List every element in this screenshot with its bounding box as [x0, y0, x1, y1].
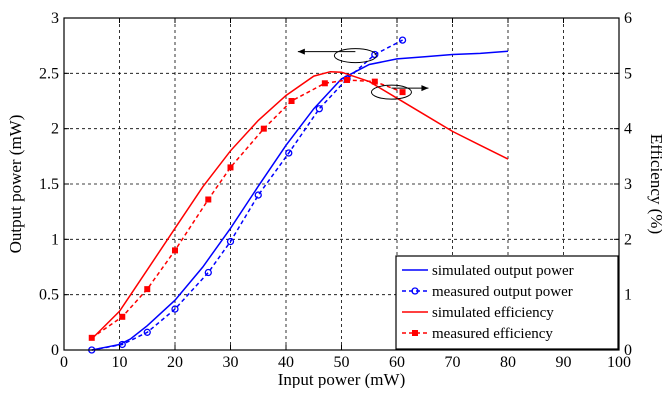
y-left-tick-label: 1 — [51, 231, 59, 248]
x-tick-label: 70 — [445, 354, 461, 371]
legend-label: measured efficiency — [432, 326, 553, 342]
data-point-square — [227, 164, 234, 171]
x-tick-label: 30 — [223, 354, 239, 371]
legend-item: simulated efficiency — [402, 305, 554, 321]
series-2 — [91, 70, 509, 340]
y-left-tick-label: 2 — [51, 121, 59, 138]
x-axis-title: Input power (mW) — [278, 370, 405, 388]
data-point-square — [144, 286, 151, 293]
series-layer — [88, 36, 509, 354]
data-point-circle — [285, 149, 293, 157]
y-right-tick-label: 1 — [624, 287, 632, 304]
y-right-tick-label: 4 — [624, 121, 632, 138]
data-point-circle — [204, 268, 212, 277]
grid-lines — [64, 18, 619, 350]
y-right-tick-label: 5 — [624, 65, 632, 82]
data-point-square — [344, 76, 351, 83]
x-tick-label: 60 — [389, 354, 405, 371]
left-arrowhead-icon — [297, 48, 305, 55]
tick-labels: 0 10 20 30 40 50 60 70 80 90 10000.511.522.5301234… — [39, 10, 632, 371]
right-arrowhead-icon — [421, 85, 429, 92]
y-left-tick-label: 2.5 — [39, 65, 59, 82]
y-axis-right-title: Efficiency (%) — [647, 134, 662, 234]
data-point-circle — [226, 237, 235, 246]
series-0 — [91, 50, 509, 351]
x-tick-label: 40 — [278, 354, 294, 371]
series-line — [91, 70, 509, 340]
legend-item: measured output power — [402, 284, 573, 300]
data-point-circle — [171, 305, 179, 313]
data-point-circle — [371, 50, 379, 59]
output-power-ellipse — [333, 48, 377, 64]
series-line — [91, 79, 403, 339]
series-1 — [88, 36, 407, 354]
legend-item: measured efficiency — [402, 326, 553, 342]
data-point-square — [88, 334, 95, 341]
x-tick-label: 100 — [607, 354, 631, 371]
y-right-tick-label: 0 — [624, 342, 632, 359]
legend: simulated output power measured output po… — [395, 255, 619, 350]
x-tick-label: 10 — [112, 354, 128, 371]
data-point-square — [119, 313, 126, 320]
data-point-square — [399, 89, 406, 96]
legend-label: simulated output power — [432, 263, 574, 279]
series-line — [91, 50, 509, 351]
data-point-circle — [315, 105, 323, 113]
data-point-circle — [254, 191, 262, 199]
y-left-tick-label: 0 — [51, 342, 59, 359]
legend-marker — [412, 330, 418, 336]
legend-marker — [411, 287, 419, 295]
y-axis-left-title: Output power (mW) — [6, 115, 25, 254]
y-right-tick-label: 3 — [624, 176, 632, 193]
data-point-square — [288, 98, 295, 104]
legend-box — [395, 255, 619, 350]
y-right-tick-label: 6 — [624, 10, 632, 27]
x-tick-label: 0 — [60, 354, 68, 371]
y-left-tick-label: 1.5 — [39, 176, 59, 193]
y-left-tick-label: 0.5 — [39, 287, 59, 304]
y-right-tick-label: 2 — [624, 231, 632, 248]
x-tick-label: 90 — [556, 354, 572, 371]
x-tick-label: 20 — [167, 354, 183, 371]
data-point-circle — [143, 328, 151, 336]
series-3 — [88, 76, 406, 341]
legend-item: simulated output power — [402, 263, 574, 279]
data-point-circle — [398, 36, 407, 44]
data-point-square — [321, 80, 328, 87]
y-left-tick-label: 3 — [51, 10, 59, 27]
data-point-circle — [118, 340, 126, 349]
efficiency-ellipse — [370, 84, 412, 100]
data-point-square — [260, 125, 267, 132]
x-tick-label: 50 — [334, 354, 350, 371]
legend-label: simulated efficiency — [432, 305, 554, 321]
x-tick-label: 80 — [500, 354, 516, 371]
data-point-square — [371, 78, 378, 85]
data-point-square — [172, 247, 178, 254]
legend-label: measured output power — [432, 284, 573, 300]
annotations — [297, 48, 429, 100]
data-point-square — [205, 196, 212, 203]
